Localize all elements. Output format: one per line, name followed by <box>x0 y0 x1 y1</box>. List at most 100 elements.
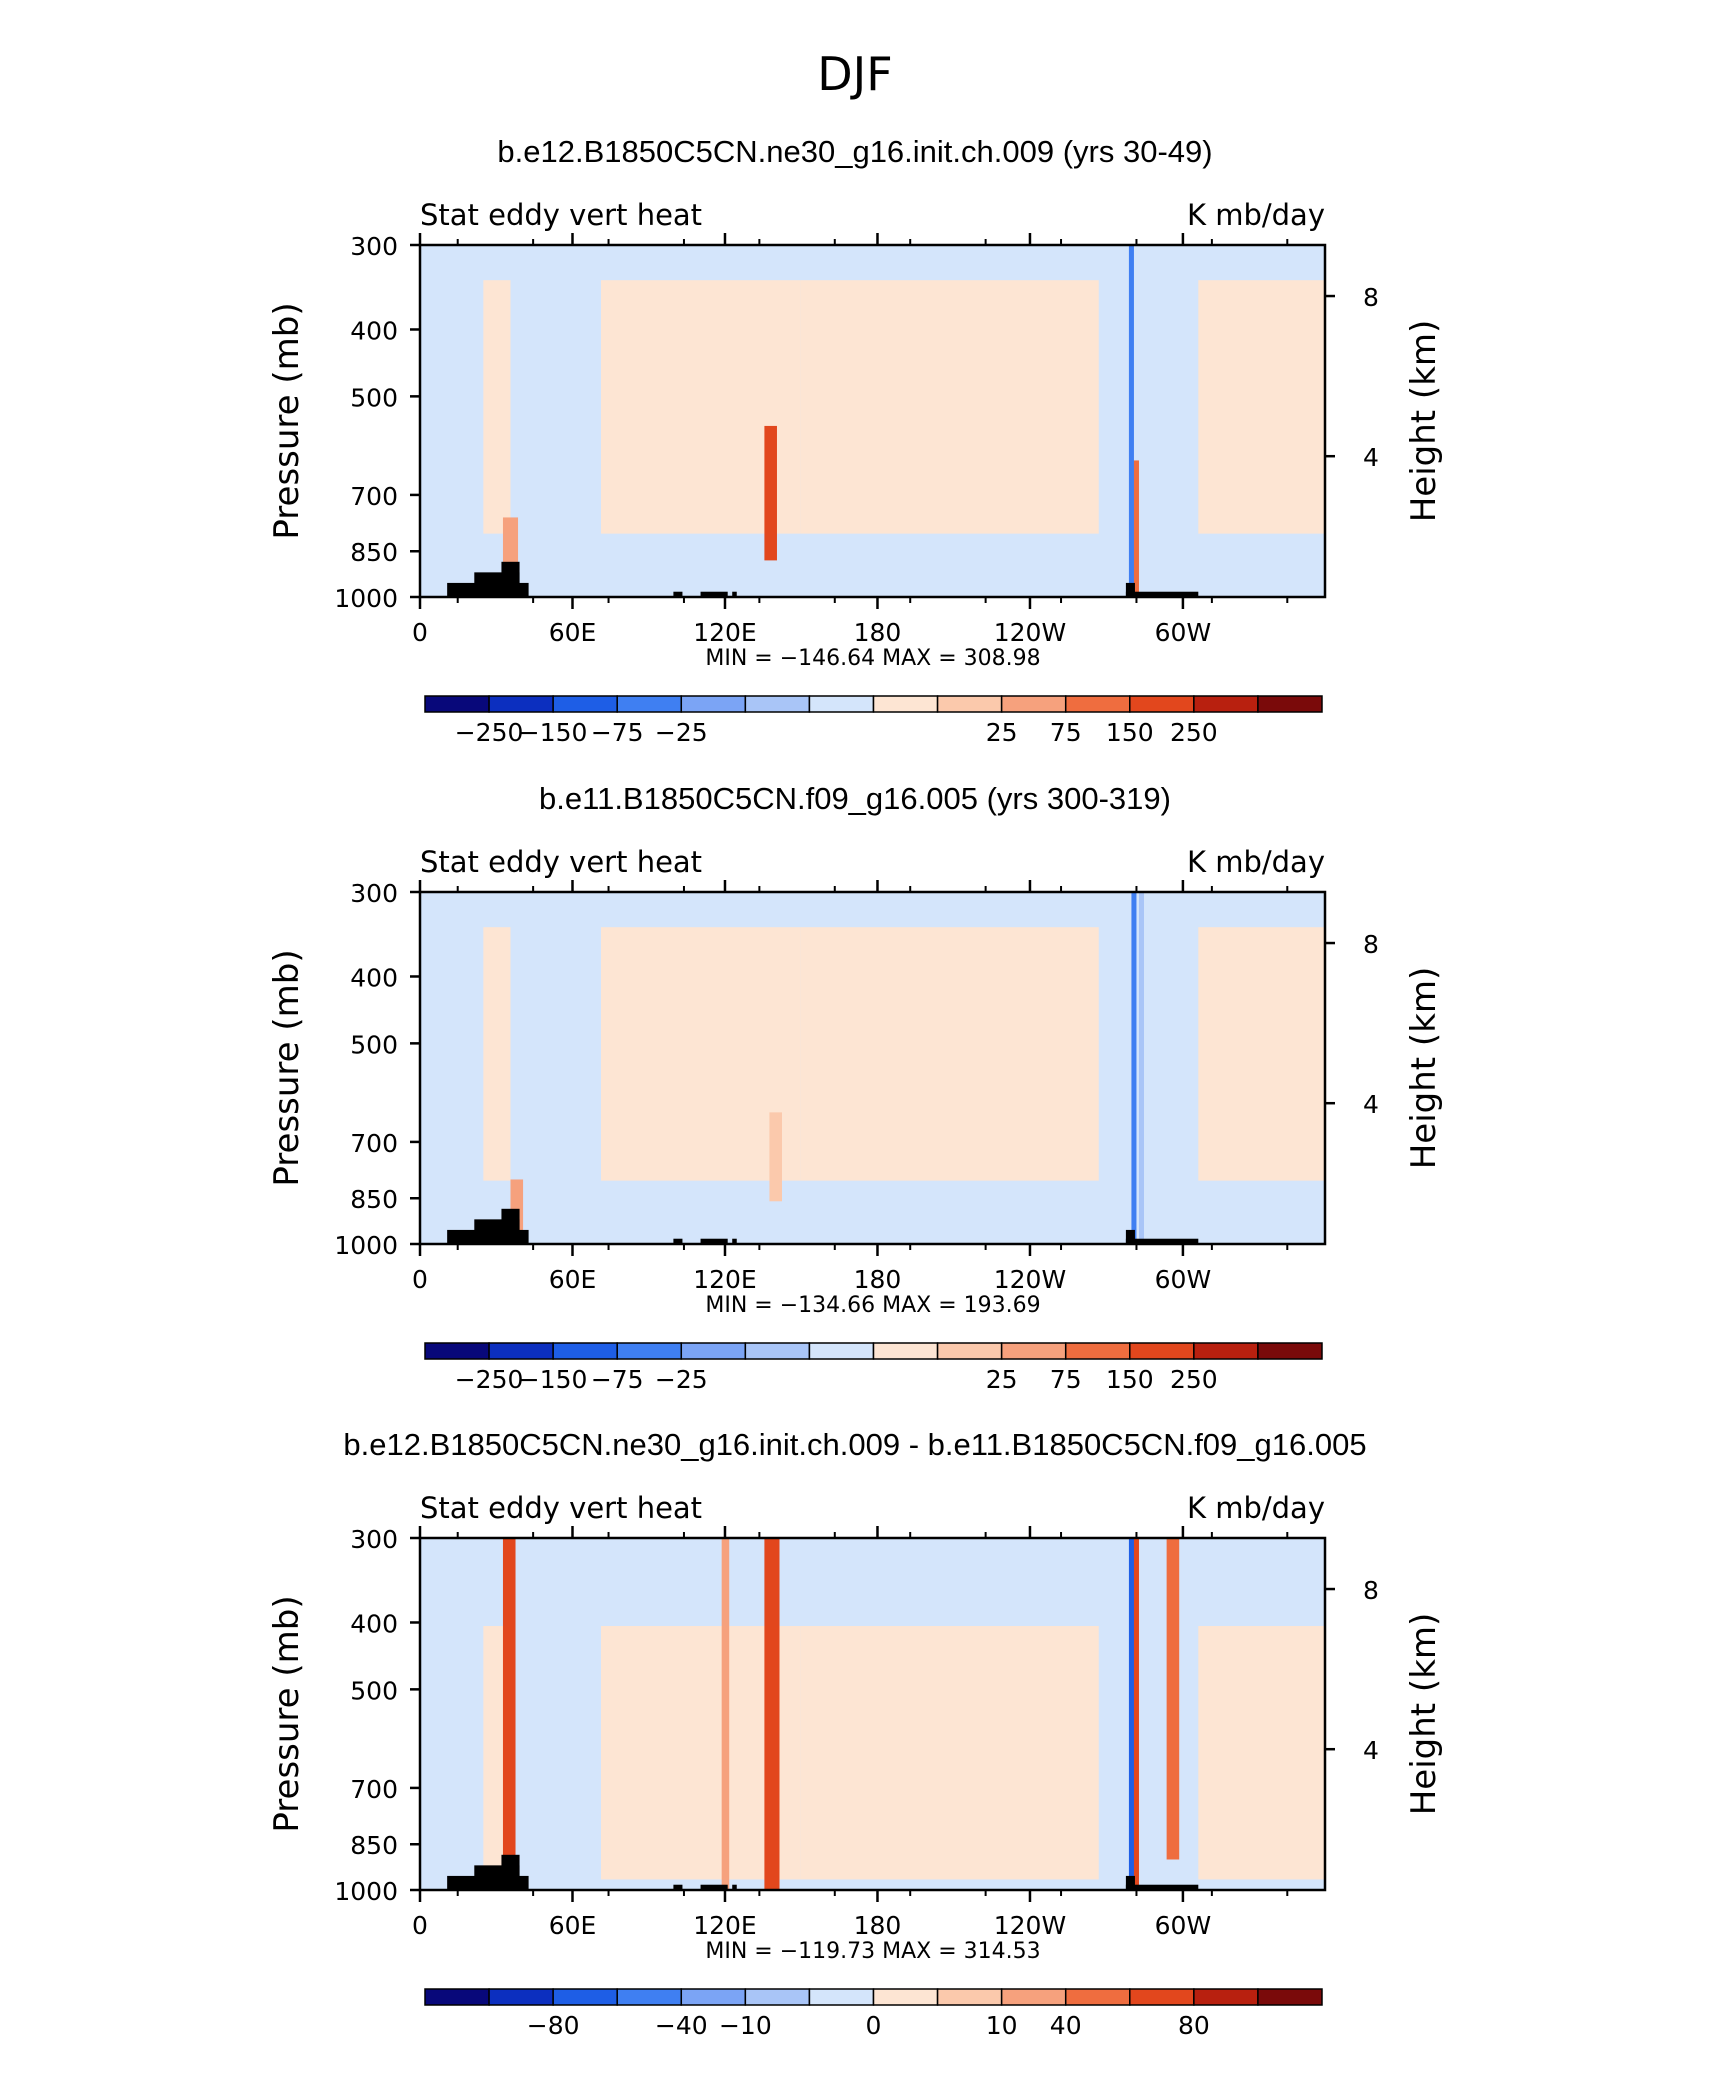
terrain-block <box>501 561 520 597</box>
panel-title: b.e12.B1850C5CN.ne30_g16.init.ch.009 - b… <box>343 1427 1366 1462</box>
colorbar-swatch <box>1064 695 1131 713</box>
colorbar-swatch <box>1064 1342 1131 1360</box>
colorbar-swatch <box>1129 1342 1195 1360</box>
colorbar-swatch <box>1000 1342 1067 1360</box>
colorbar-label: 25 <box>986 718 1018 747</box>
y-tick-label: 400 <box>350 1609 398 1638</box>
y-tick-label: 400 <box>350 963 398 992</box>
warm-region <box>1198 927 1325 1181</box>
colorbar-label: 75 <box>1050 1365 1082 1394</box>
y-tick-label: 300 <box>350 232 398 261</box>
colorbar-swatch <box>552 1988 618 2006</box>
y-tick-label: 1000 <box>334 1231 398 1260</box>
colorbar-swatch <box>552 1342 618 1360</box>
colorbar-label: 80 <box>1178 2011 1210 2040</box>
min-max-label: MIN = −146.64 MAX = 308.98 <box>705 646 1040 671</box>
panel-title: b.e11.B1850C5CN.f09_g16.005 (yrs 300-319… <box>539 781 1171 816</box>
feature-plume <box>764 425 777 561</box>
panel-3: b.e12.B1850C5CN.ne30_g16.init.ch.009 - b… <box>267 1427 1444 2040</box>
x-tick-label: 60E <box>549 1911 597 1940</box>
terrain-block <box>700 591 728 597</box>
x-tick-label: 60E <box>549 618 597 647</box>
x-tick-label: 0 <box>412 618 428 647</box>
colorbar-label: 10 <box>986 2011 1018 2040</box>
warm-region <box>1198 280 1325 534</box>
colorbar-label: 150 <box>1106 718 1154 747</box>
colorbar-swatch <box>552 695 618 713</box>
colorbar-label: −40 <box>655 2011 708 2040</box>
terrain-block <box>673 1884 683 1890</box>
x-tick-label: 0 <box>412 1911 428 1940</box>
y-right-axis-title: Height (km) <box>1404 1613 1444 1816</box>
x-tick-label: 180 <box>854 618 902 647</box>
colorbar-swatch <box>808 1988 875 2006</box>
y-axis-title: Pressure (mb) <box>267 1595 307 1832</box>
colorbar-swatch <box>424 1342 490 1360</box>
terrain-block <box>673 1238 683 1244</box>
y-tick-label: 700 <box>350 1775 398 1804</box>
colorbar-swatch <box>744 1342 811 1360</box>
terrain-block <box>673 591 683 597</box>
colorbar-swatch <box>808 1342 875 1360</box>
colorbar-swatch <box>1193 695 1259 713</box>
colorbar-swatch <box>872 1342 939 1360</box>
units-label: K mb/day <box>1187 845 1325 879</box>
min-max-label: MIN = −119.73 MAX = 314.53 <box>705 1939 1040 1964</box>
colorbar-swatch <box>680 1988 747 2006</box>
terrain-block <box>501 1854 520 1890</box>
plot-frame <box>418 243 1327 599</box>
colorbar-swatch <box>424 695 490 713</box>
colorbar-label: −80 <box>527 2011 580 2040</box>
colorbar-swatch <box>744 1988 811 2006</box>
colorbar-swatch <box>872 695 939 713</box>
x-tick-label: 180 <box>854 1911 902 1940</box>
y-tick-label: 300 <box>350 1525 398 1554</box>
warm-region <box>483 280 511 534</box>
feature-plume <box>1131 460 1139 597</box>
y-right-tick-label: 8 <box>1363 930 1379 959</box>
colorbar-label: −150 <box>519 1365 588 1394</box>
x-tick-label: 120E <box>693 618 757 647</box>
variable-label: Stat eddy vert heat <box>420 1491 702 1525</box>
terrain-block <box>1125 1238 1199 1244</box>
feature-plume <box>769 1112 782 1202</box>
colorbar-swatch <box>424 1988 490 2006</box>
colorbar-swatch <box>680 695 747 713</box>
colorbar-swatch <box>616 1988 683 2006</box>
terrain-block <box>501 1208 520 1244</box>
colorbar-swatch <box>936 695 1003 713</box>
colorbar-label: 0 <box>866 2011 882 2040</box>
y-tick-label: 850 <box>350 1831 398 1860</box>
colorbar-label: 75 <box>1050 718 1082 747</box>
colorbar-swatch <box>488 695 554 713</box>
colorbar-label: −250 <box>455 1365 524 1394</box>
terrain-block <box>1125 1884 1199 1890</box>
terrain-block <box>1125 582 1135 597</box>
colorbar-swatch <box>1257 1342 1323 1360</box>
colorbar-swatch <box>872 1988 939 2006</box>
x-tick-label: 60E <box>549 1265 597 1294</box>
colorbar-swatch <box>1000 1988 1067 2006</box>
warm-region <box>601 927 801 1181</box>
units-label: K mb/day <box>1187 198 1325 232</box>
colorbar-label: 150 <box>1106 1365 1154 1394</box>
colorbar-swatch <box>936 1342 1003 1360</box>
y-tick-label: 1000 <box>334 1877 398 1906</box>
colorbar-label: −10 <box>719 2011 772 2040</box>
units-label: K mb/day <box>1187 1491 1325 1525</box>
feature-plume <box>1131 892 1137 1244</box>
y-tick-label: 1000 <box>334 584 398 613</box>
colorbar-label: −250 <box>455 718 524 747</box>
feature-plume <box>721 1538 730 1890</box>
feature-plume <box>764 1538 780 1890</box>
colorbar-swatch <box>616 695 683 713</box>
y-tick-label: 850 <box>350 538 398 567</box>
terrain-block <box>1125 591 1199 597</box>
terrain-block <box>732 591 737 597</box>
y-right-tick-label: 4 <box>1363 443 1379 472</box>
terrain-block <box>700 1884 728 1890</box>
y-tick-label: 300 <box>350 879 398 908</box>
terrain-block <box>1125 1875 1135 1890</box>
y-tick-label: 700 <box>350 482 398 511</box>
y-right-tick-label: 4 <box>1363 1090 1379 1119</box>
